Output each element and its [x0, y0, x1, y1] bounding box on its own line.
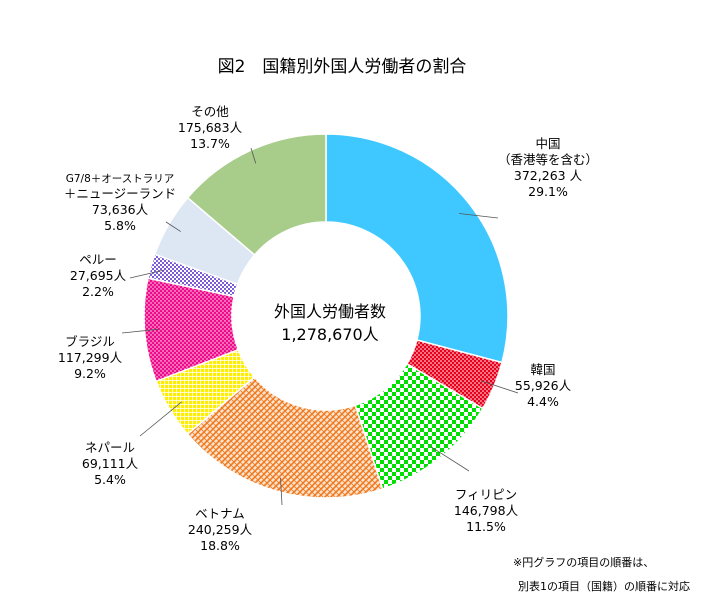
label-china-name: 中国 [535, 136, 560, 151]
label-peru-percent-label: 2.2% [82, 284, 114, 299]
label-peru-name: ペルー [79, 252, 117, 267]
slice-vietnam [186, 375, 384, 499]
leader-line-korea [480, 380, 519, 394]
label-china-percent-label: 29.1% [528, 184, 568, 199]
label-other-name: その他 [191, 104, 229, 119]
leader-lines [121, 147, 519, 506]
label-nepal-percent-label: 5.4% [94, 472, 126, 487]
label-china-value-label: 372,263 人 [514, 168, 583, 183]
label-g7-value-label: 73,636人 [92, 202, 149, 217]
chart-title: 図2 国籍別外国人労働者の割合 [218, 57, 467, 77]
label-g7-percent-label: 5.8% [104, 218, 136, 233]
label-other-value-label: 175,683人 [178, 120, 243, 135]
center-label: 外国人労働者数 [274, 302, 386, 321]
leader-line-brazil [121, 328, 159, 334]
label-korea-name: 韓国 [530, 362, 555, 377]
label-brazil-name: ブラジル [65, 334, 115, 349]
center-value: 1,278,670人 [281, 325, 378, 344]
leader-line-other [250, 147, 257, 164]
leader-line-g7 [165, 221, 181, 232]
pie-slices [143, 133, 509, 499]
label-g7-name: G7/8＋オーストラリア [66, 173, 175, 185]
leader-line-nepal [139, 401, 182, 437]
label-nepal-value-label: 69,111人 [82, 456, 139, 471]
label-brazil-value-label: 117,299人 [58, 350, 123, 365]
note-line-1: ※円グラフの項目の順番は、 [513, 555, 654, 569]
label-vietnam-percent-label: 18.8% [200, 538, 240, 553]
label-philippines-name: フィリピン [455, 487, 517, 502]
slice-china [325, 133, 509, 364]
label-brazil-percent-label: 9.2% [74, 366, 106, 381]
label-china-name2: （香港等を含む） [498, 152, 598, 167]
leader-line-vietnam [280, 477, 283, 506]
leader-line-peru [129, 269, 165, 279]
label-korea-value-label: 55,926人 [515, 378, 572, 393]
note-line-2: 別表1の項目（国籍）の順番に対応 [518, 579, 690, 593]
label-peru-value-label: 27,695人 [70, 268, 127, 283]
label-philippines-percent-label: 11.5% [466, 519, 506, 534]
label-vietnam-value-label: 240,259人 [188, 522, 253, 537]
label-korea-percent-label: 4.4% [527, 394, 559, 409]
label-other-percent-label: 13.7% [190, 136, 230, 151]
label-vietnam-name: ベトナム [195, 506, 245, 521]
label-nepal-name: ネパール [85, 440, 135, 455]
leader-line-china [459, 213, 499, 219]
leader-line-philippines [431, 446, 470, 472]
label-philippines-value-label: 146,798人 [454, 503, 519, 518]
slice-other [186, 133, 327, 256]
label-g7-name2: ＋ニュージーランド [64, 186, 176, 201]
